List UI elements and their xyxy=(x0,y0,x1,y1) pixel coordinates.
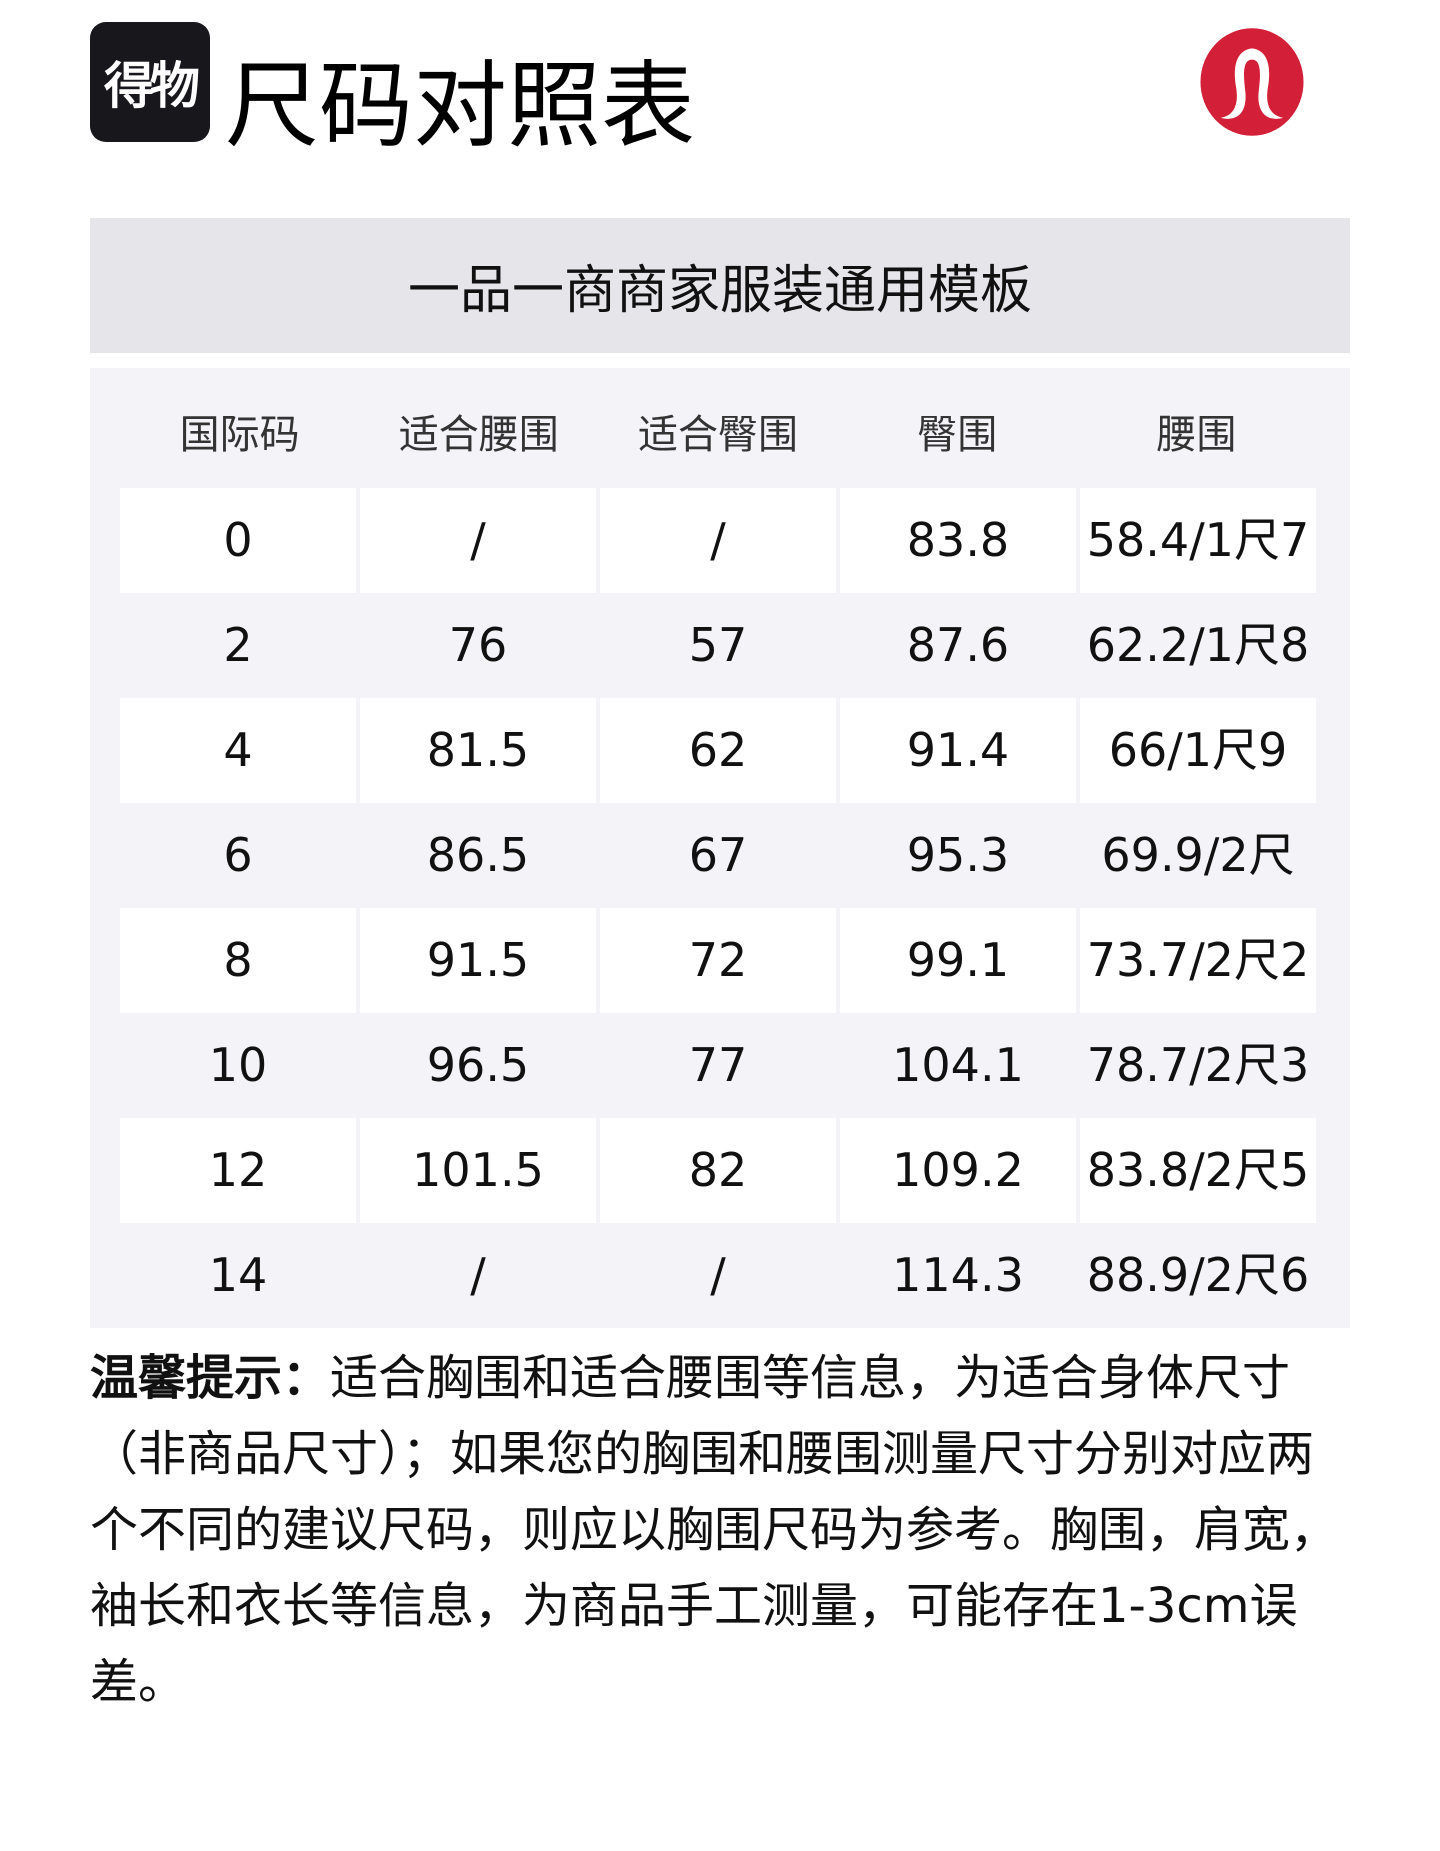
dewu-logo-text: 得物 xyxy=(104,57,200,115)
tip-text: 适合胸围和适合腰围等信息，为适合身体尺寸（非商品尺寸）；如果您的胸围和腰围测量尺… xyxy=(90,1350,1339,1710)
table-row: 2 76 57 87.6 62.2/1尺8 xyxy=(120,593,1316,698)
table-cell: 109.2 xyxy=(840,1118,1076,1223)
table-cell: 114.3 xyxy=(892,1248,1024,1302)
table-cell: / xyxy=(470,1248,486,1302)
tip-label: 温馨提示： xyxy=(90,1350,331,1406)
table-cell: 14 xyxy=(208,1248,268,1302)
column-header: 国际码 xyxy=(179,412,300,458)
table-row: 14 / / 114.3 88.9/2尺6 xyxy=(120,1223,1316,1328)
table-cell: 58.4/1尺7 xyxy=(1080,488,1316,593)
table-cell: 91.4 xyxy=(840,698,1076,803)
table-cell: 67 xyxy=(688,828,748,882)
table-cell: / xyxy=(710,1248,726,1302)
table-cell: 81.5 xyxy=(360,698,596,803)
table-row: 12 101.5 82 109.2 83.8/2尺5 xyxy=(120,1118,1316,1223)
table-cell: 88.9/2尺6 xyxy=(1086,1248,1310,1302)
table-cell: 62.2/1尺8 xyxy=(1086,618,1310,672)
table-cell: 10 xyxy=(208,1038,268,1092)
tip-note: 温馨提示：适合胸围和适合腰围等信息，为适合身体尺寸（非商品尺寸）；如果您的胸围和… xyxy=(90,1340,1352,1720)
table-header: 国际码 适合腰围 适合臀围 臀围 腰围 xyxy=(120,388,1316,483)
lululemon-logo-icon xyxy=(1200,28,1304,136)
column-header: 腰围 xyxy=(1156,412,1237,458)
table-row: 4 81.5 62 91.4 66/1尺9 xyxy=(120,698,1316,803)
table-body: 0//83.8 58.4/1尺7 2 76 57 87.6 62.2/1尺8 4 81.5 62 9… xyxy=(120,488,1316,1328)
table-cell: 99.1 xyxy=(840,908,1076,1013)
column-header: 适合腰围 xyxy=(398,412,559,458)
table-cell: 2 xyxy=(223,618,253,672)
table-cell: 8 xyxy=(120,908,356,1013)
table-cell: / xyxy=(360,488,596,593)
table-cell: 73.7/2尺2 xyxy=(1080,908,1316,1013)
table-cell: 78.7/2尺3 xyxy=(1086,1038,1310,1092)
table-cell: 95.3 xyxy=(906,828,1010,882)
table-cell: 62 xyxy=(600,698,836,803)
dewu-logo: 得物 xyxy=(90,22,210,142)
table-cell: 83.8/2尺5 xyxy=(1080,1118,1316,1223)
column-header: 适合臀围 xyxy=(638,412,798,458)
table-row: 8 91.5 72 99.1 73.7/2尺2 xyxy=(120,908,1316,1013)
table-cell: 0 xyxy=(120,488,356,593)
table-cell: 87.6 xyxy=(906,618,1010,672)
table-cell: / xyxy=(600,488,836,593)
table-row: 0//83.8 58.4/1尺7 xyxy=(120,488,1316,593)
table-cell: 104.1 xyxy=(892,1038,1024,1092)
table-cell: 77 xyxy=(688,1038,748,1092)
table-cell: 76 xyxy=(448,618,508,672)
size-table: 国际码 适合腰围 适合臀围 臀围 腰围 0//83.8 58.4/1尺7 2 76 57 87.6… xyxy=(90,368,1350,1328)
column-header: 臀围 xyxy=(917,412,998,458)
table-cell: 91.5 xyxy=(360,908,596,1013)
table-cell: 4 xyxy=(120,698,356,803)
table-cell: 69.9/2尺 xyxy=(1101,828,1295,882)
table-cell: 66/1尺9 xyxy=(1080,698,1316,803)
table-cell: 6 xyxy=(223,828,253,882)
table-cell: 57 xyxy=(688,618,748,672)
table-cell: 86.5 xyxy=(426,828,530,882)
table-row: 10 96.5 77 104.1 78.7/2尺3 xyxy=(120,1013,1316,1118)
template-banner: 一品一商商家服装通用模板 xyxy=(90,218,1350,353)
page-title: 尺码对照表 xyxy=(225,52,696,161)
table-cell: 83.8 xyxy=(840,488,1076,593)
table-cell: 72 xyxy=(600,908,836,1013)
table-cell: 101.5 xyxy=(360,1118,596,1223)
table-row: 6 86.5 67 95.3 69.9/2尺 xyxy=(120,803,1316,908)
table-cell: 12 xyxy=(120,1118,356,1223)
table-cell: 82 xyxy=(600,1118,836,1223)
banner-text: 一品一商商家服装通用模板 xyxy=(407,261,1032,321)
table-cell: 96.5 xyxy=(426,1038,530,1092)
